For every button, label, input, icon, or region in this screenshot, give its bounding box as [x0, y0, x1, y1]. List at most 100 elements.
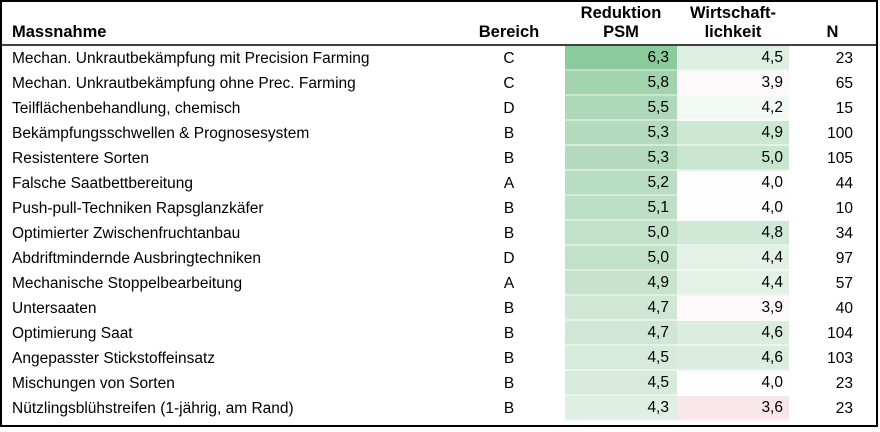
- cell-reduktion-psm: 4,7: [565, 296, 677, 321]
- cell-wirtschaftlichkeit: 4,0: [677, 196, 789, 221]
- header-line-reduktion: Reduktion: [580, 4, 662, 23]
- cell-massnahme: Mischungen von Sorten: [12, 375, 175, 392]
- cell-n: 103: [827, 350, 853, 367]
- cell-wirtschaftlichkeit: 4,9: [677, 121, 789, 146]
- table-row: Mechan. Unkrautbekämpfung ohne Prec. Far…: [2, 71, 876, 96]
- cell-wirtschaftlichkeit: 4,4: [677, 271, 789, 296]
- cell-bereich: B: [503, 125, 515, 142]
- cell-wirtschaftlichkeit: 3,6: [677, 396, 789, 421]
- cell-massnahme: Mechanische Stoppelbearbeitung: [12, 275, 243, 292]
- cell-reduktion-psm: 4,5: [565, 371, 677, 396]
- cell-massnahme: Mechan. Unkrautbekämpfung ohne Prec. Far…: [12, 75, 356, 92]
- cell-reduktion-psm: 5,5: [565, 96, 677, 121]
- cell-bereich: C: [503, 75, 515, 92]
- cell-reduktion-psm: 6,3: [565, 46, 677, 71]
- cell-n: 105: [827, 150, 853, 167]
- cell-n: 40: [835, 300, 853, 317]
- cell-massnahme: Angepasster Stickstoffeinsatz: [12, 350, 216, 367]
- cell-wirtschaftlichkeit: 3,9: [677, 296, 789, 321]
- table-row: Bekämpfungsschwellen & Prognosesystem B 5,…: [2, 121, 876, 146]
- cell-n: 23: [835, 400, 853, 417]
- cell-massnahme: Bekämpfungsschwellen & Prognosesystem: [12, 125, 310, 142]
- table-row: Nützlingsblühstreifen (1-jährig, am Rand…: [2, 396, 876, 421]
- table-row: Optimierung Saat B 4,7 4,6 104: [2, 321, 876, 346]
- cell-bereich: A: [503, 175, 515, 192]
- cell-reduktion-psm: 5,2: [565, 171, 677, 196]
- cell-massnahme: Untersaaten: [12, 300, 97, 317]
- table-row: Falsche Saatbettbereitung A 5,2 4,0 44: [2, 171, 876, 196]
- cell-n: 57: [835, 275, 853, 292]
- column-header-massnahme: Massnahme: [2, 2, 453, 46]
- cell-n: 65: [835, 75, 853, 92]
- cell-wirtschaftlichkeit: 4,4: [677, 246, 789, 271]
- cell-massnahme: Nützlingsblühstreifen (1-jährig, am Rand…: [12, 400, 294, 417]
- cell-n: 34: [835, 225, 853, 242]
- cell-bereich: B: [503, 325, 515, 342]
- cell-reduktion-psm: 5,3: [565, 121, 677, 146]
- cell-massnahme: Abdriftmindernde Ausbringtechniken: [12, 250, 262, 267]
- cell-wirtschaftlichkeit: 4,0: [677, 171, 789, 196]
- cell-wirtschaftlichkeit: 5,0: [677, 146, 789, 171]
- cell-wirtschaftlichkeit: 4,0: [677, 371, 789, 396]
- cell-n: 97: [835, 250, 853, 267]
- table-row: Mischungen von Sorten B 4,5 4,0 23: [2, 371, 876, 396]
- table-row: Push-pull-Techniken Rapsglanzkäfer B 5,1 4,…: [2, 196, 876, 221]
- cell-n: 23: [835, 50, 853, 67]
- cell-wirtschaftlichkeit: 4,6: [677, 321, 789, 346]
- cell-wirtschaftlichkeit: 4,8: [677, 221, 789, 246]
- cell-massnahme: Optimierung Saat: [12, 325, 133, 342]
- table-row: Untersaaten B 4,7 3,9 40: [2, 296, 876, 321]
- cell-bereich: B: [503, 300, 515, 317]
- cell-bereich: B: [503, 150, 515, 167]
- cell-n: 44: [835, 175, 853, 192]
- cell-reduktion-psm: 4,7: [565, 321, 677, 346]
- cell-reduktion-psm: 5,8: [565, 71, 677, 96]
- cell-bereich: A: [503, 275, 515, 292]
- table-row: Teilflächenbehandlung, chemisch D 5,5 4,2 15: [2, 96, 876, 121]
- cell-massnahme: Optimierter Zwischenfruchtanbau: [12, 225, 241, 242]
- column-header-bereich: Bereich: [453, 2, 565, 46]
- cell-massnahme: Push-pull-Techniken Rapsglanzkäfer: [12, 200, 264, 217]
- cell-massnahme: Mechan. Unkrautbekämpfung mit Precision …: [12, 50, 370, 67]
- cell-bereich: D: [503, 250, 515, 267]
- cell-reduktion-psm: 4,3: [565, 396, 677, 421]
- cell-reduktion-psm: 5,0: [565, 246, 677, 271]
- header-line-lichkeit: lichkeit: [704, 22, 762, 41]
- cell-bereich: C: [503, 50, 515, 67]
- cell-n: 15: [835, 100, 853, 117]
- table-row: Mechan. Unkrautbekämpfung mit Precision …: [2, 46, 876, 71]
- measures-table: Massnahme Bereich Reduktion PSM Wirtscha…: [2, 2, 876, 421]
- table-row: Angepasster Stickstoffeinsatz B 4,5 4,6 103: [2, 346, 876, 371]
- table-row: Optimierter Zwischenfruchtanbau B 5,0 4,8 34: [2, 221, 876, 246]
- header-row: Massnahme Bereich Reduktion PSM Wirtscha…: [2, 2, 876, 46]
- cell-n: 104: [827, 325, 853, 342]
- table-body: Mechan. Unkrautbekämpfung mit Precision …: [2, 46, 876, 421]
- table-row: Resistentere Sorten B 5,3 5,0 105: [2, 146, 876, 171]
- cell-massnahme: Resistentere Sorten: [12, 150, 149, 167]
- cell-wirtschaftlichkeit: 4,2: [677, 96, 789, 121]
- cell-wirtschaftlichkeit: 4,5: [677, 46, 789, 71]
- cell-reduktion-psm: 4,9: [565, 271, 677, 296]
- column-header-reduktion-psm: Reduktion PSM: [565, 2, 677, 46]
- table-header: Massnahme Bereich Reduktion PSM Wirtscha…: [2, 2, 876, 46]
- column-header-wirtschaftlichkeit: Wirtschaft- lichkeit: [677, 2, 789, 46]
- cell-massnahme: Teilflächenbehandlung, chemisch: [12, 100, 241, 117]
- cell-n: 23: [835, 375, 853, 392]
- cell-massnahme: Falsche Saatbettbereitung: [12, 175, 193, 192]
- cell-bereich: B: [503, 375, 515, 392]
- column-header-n: N: [789, 2, 876, 46]
- cell-bereich: D: [503, 100, 515, 117]
- cell-bereich: B: [503, 350, 515, 367]
- cell-wirtschaftlichkeit: 4,6: [677, 346, 789, 371]
- cell-n: 100: [827, 125, 853, 142]
- cell-bereich: B: [503, 200, 515, 217]
- cell-bereich: B: [503, 225, 515, 242]
- header-line-wirtschaft: Wirtschaft-: [689, 4, 777, 23]
- table-row: Mechanische Stoppelbearbeitung A 4,9 4,4 57: [2, 271, 876, 296]
- cell-reduktion-psm: 5,3: [565, 146, 677, 171]
- header-line-psm: PSM: [603, 22, 639, 41]
- cell-reduktion-psm: 5,1: [565, 196, 677, 221]
- cell-bereich: B: [503, 400, 515, 417]
